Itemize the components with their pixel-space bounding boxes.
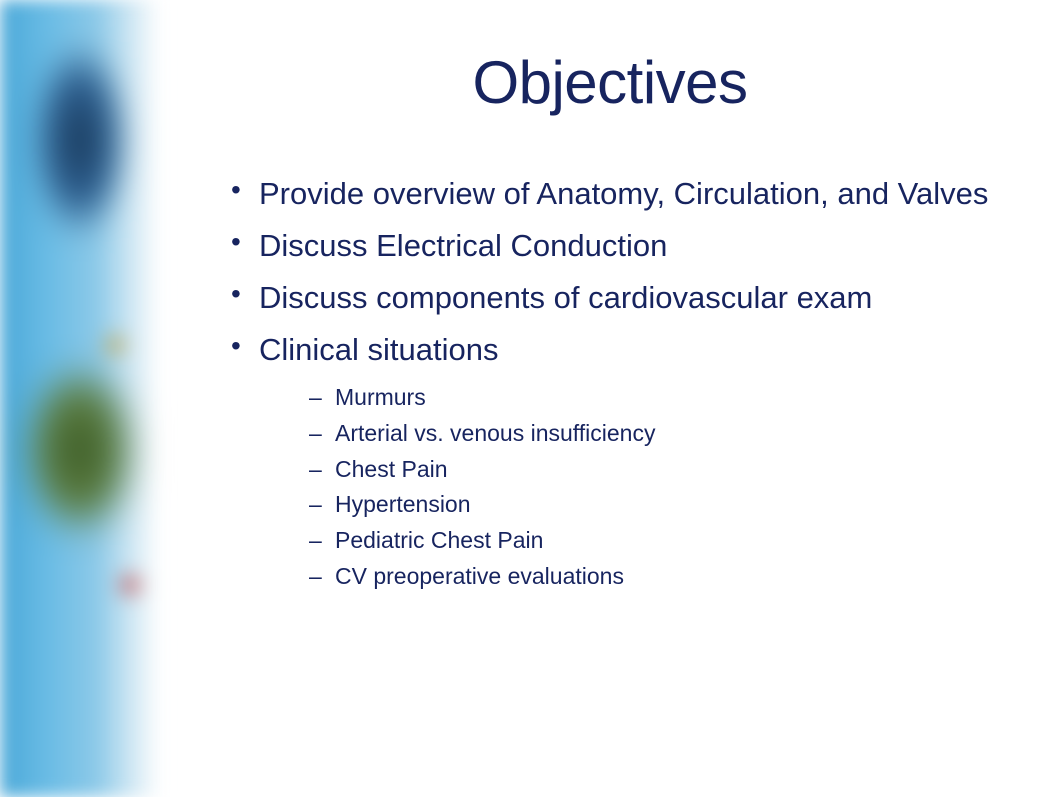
- sub-bullet-text: Hypertension: [335, 491, 471, 517]
- sidebar-blob: [20, 360, 140, 540]
- sub-bullet-item: Arterial vs. venous insufficiency: [309, 416, 1015, 452]
- sub-bullet-item: Pediatric Chest Pain: [309, 523, 1015, 559]
- bullet-text: Discuss components of cardiovascular exa…: [259, 280, 872, 315]
- bullet-text: Clinical situations: [259, 332, 499, 367]
- bullet-item: Discuss Electrical Conduction: [231, 225, 1015, 267]
- bullet-list: Provide overview of Anatomy, Circulation…: [175, 173, 1045, 594]
- sidebar-dot: [115, 570, 145, 600]
- bullet-text: Discuss Electrical Conduction: [259, 228, 667, 263]
- bullet-item: Clinical situations Murmurs Arterial vs.…: [231, 329, 1015, 595]
- slide-content: Objectives Provide overview of Anatomy, …: [175, 0, 1045, 797]
- sidebar-dot: [100, 330, 130, 360]
- bullet-item: Discuss components of cardiovascular exa…: [231, 277, 1015, 319]
- sub-bullet-item: Hypertension: [309, 487, 1015, 523]
- sub-bullet-item: CV preoperative evaluations: [309, 559, 1015, 595]
- bullet-text: Provide overview of Anatomy, Circulation…: [259, 176, 988, 211]
- sub-bullet-text: Arterial vs. venous insufficiency: [335, 420, 655, 446]
- sub-bullet-text: Murmurs: [335, 384, 426, 410]
- sidebar-blob: [30, 40, 130, 240]
- sub-bullet-item: Murmurs: [309, 380, 1015, 416]
- sub-bullet-item: Chest Pain: [309, 452, 1015, 488]
- slide-title: Objectives: [175, 48, 1045, 117]
- sub-bullet-text: Chest Pain: [335, 456, 448, 482]
- sub-bullet-list: Murmurs Arterial vs. venous insufficienc…: [259, 380, 1015, 594]
- sub-bullet-text: Pediatric Chest Pain: [335, 527, 543, 553]
- sub-bullet-text: CV preoperative evaluations: [335, 563, 624, 589]
- decorative-sidebar: [0, 0, 160, 797]
- bullet-item: Provide overview of Anatomy, Circulation…: [231, 173, 1015, 215]
